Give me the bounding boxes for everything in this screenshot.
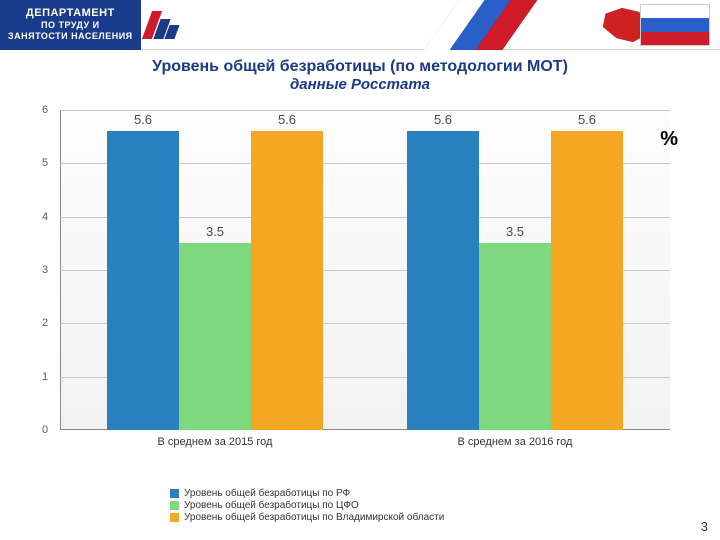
legend-swatch-icon bbox=[170, 513, 179, 522]
page-number: 3 bbox=[701, 519, 708, 534]
dept-line-2: ПО ТРУДУ И bbox=[8, 20, 133, 31]
logo-icon bbox=[147, 11, 177, 39]
bar bbox=[407, 131, 479, 430]
legend-item: Уровень общей безработицы по Владимирско… bbox=[170, 512, 444, 523]
legend: Уровень общей безработицы по РФУровень о… bbox=[170, 488, 444, 524]
gridline bbox=[60, 110, 670, 111]
russia-flag-icon bbox=[640, 4, 710, 46]
bar bbox=[251, 131, 323, 430]
chart-title-block: Уровень общей безработицы (по методологи… bbox=[0, 58, 720, 93]
department-badge: ДЕПАРТАМЕНТ ПО ТРУДУ И ЗАНЯТОСТИ НАСЕЛЕН… bbox=[0, 0, 141, 50]
chart-subtitle: данные Росстата bbox=[0, 76, 720, 93]
bar-value-label: 5.6 bbox=[134, 112, 152, 127]
legend-item: Уровень общей безработицы по ЦФО bbox=[170, 500, 444, 511]
chart-title: Уровень общей безработицы (по методологи… bbox=[0, 58, 720, 76]
y-tick-label: 5 bbox=[42, 157, 48, 169]
y-tick-label: 3 bbox=[42, 264, 48, 276]
legend-swatch-icon bbox=[170, 501, 179, 510]
legend-label: Уровень общей безработицы по ЦФО bbox=[184, 500, 359, 511]
dept-line-1: ДЕПАРТАМЕНТ bbox=[8, 7, 133, 20]
flag-stripe bbox=[641, 32, 709, 45]
flag-block bbox=[600, 4, 710, 46]
legend-swatch-icon bbox=[170, 489, 179, 498]
bar bbox=[107, 131, 179, 430]
y-tick-label: 4 bbox=[42, 211, 48, 223]
bar-value-label: 3.5 bbox=[506, 224, 524, 239]
chart-area: 01234565.63.55.6В среднем за 2015 год5.6… bbox=[40, 110, 680, 470]
y-tick-label: 6 bbox=[42, 104, 48, 116]
legend-item: Уровень общей безработицы по РФ bbox=[170, 488, 444, 499]
legend-label: Уровень общей безработицы по Владимирско… bbox=[184, 512, 444, 523]
flag-stripe bbox=[641, 18, 709, 31]
y-tick-label: 1 bbox=[42, 371, 48, 383]
dept-line-3: ЗАНЯТОСТИ НАСЕЛЕНИЯ bbox=[8, 31, 133, 42]
bar bbox=[551, 131, 623, 430]
percent-label: % bbox=[660, 128, 678, 151]
legend-label: Уровень общей безработицы по РФ bbox=[184, 488, 350, 499]
bar-value-label: 5.6 bbox=[434, 112, 452, 127]
plot-area: 01234565.63.55.6В среднем за 2015 год5.6… bbox=[60, 110, 670, 430]
bar-value-label: 3.5 bbox=[206, 224, 224, 239]
ribbon-decoration bbox=[400, 0, 600, 50]
x-category-label: В среднем за 2016 год bbox=[458, 436, 573, 448]
bar-value-label: 5.6 bbox=[278, 112, 296, 127]
bar bbox=[179, 243, 251, 430]
y-tick-label: 2 bbox=[42, 317, 48, 329]
bar-value-label: 5.6 bbox=[578, 112, 596, 127]
header-bar: ДЕПАРТАМЕНТ ПО ТРУДУ И ЗАНЯТОСТИ НАСЕЛЕН… bbox=[0, 0, 720, 50]
flag-stripe bbox=[641, 5, 709, 18]
y-tick-label: 0 bbox=[42, 424, 48, 436]
x-category-label: В среднем за 2015 год bbox=[158, 436, 273, 448]
bar bbox=[479, 243, 551, 430]
